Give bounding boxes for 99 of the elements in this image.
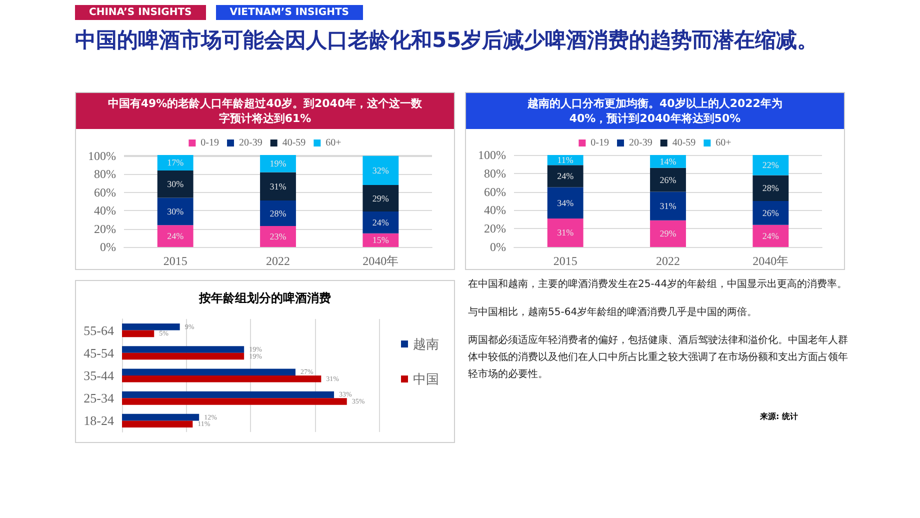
text: 中国的啤酒市场可能会因人口老龄化和55岁后减少啤酒消费的趋势而潜在缩减。 [75, 27, 820, 54]
bar [650, 168, 686, 192]
chart-title: 越南的人口分布更加均衡。40岁以上的人2022年为40%，预计到2040年将达到50% [466, 93, 844, 129]
bar [260, 226, 296, 247]
bar [122, 398, 347, 405]
data-label: 31% [270, 181, 287, 192]
bar [260, 200, 296, 226]
data-label: 30% [167, 179, 184, 190]
y-tick-label: 25-34 [84, 390, 114, 406]
x-tick-label: 2022 [266, 254, 290, 268]
bar [122, 420, 193, 428]
data-label: 14% [660, 156, 677, 166]
legend-label: 20-39 [239, 138, 262, 148]
bar [122, 346, 244, 353]
bar [547, 218, 584, 247]
x-tick-label: 2015 [163, 254, 188, 268]
x-tick-label: 2040年 [362, 254, 399, 268]
legend-label: 60+ [716, 138, 732, 148]
bar [752, 155, 789, 176]
bar [122, 330, 154, 338]
y-tick-label: 40% [94, 204, 116, 218]
bar [650, 155, 686, 168]
x-tick-label: 2015 [553, 254, 578, 268]
y-tick-label: 55-64 [84, 322, 114, 338]
legend-label: 20-39 [629, 138, 652, 148]
bar [650, 192, 686, 220]
text: 在中国和越南，主要的啤酒消费发生在25-44岁的年龄组，中国显示出更高的消费率。 [468, 278, 848, 292]
y-tick-label: 80% [484, 166, 506, 180]
data-label: 28% [762, 183, 780, 194]
bar [362, 211, 399, 234]
data-label: 30% [167, 206, 184, 216]
source-note: 来源: 统计 [759, 411, 798, 422]
y-tick-label: 80% [94, 167, 116, 182]
data-label: 15% [372, 235, 390, 246]
y-tick-label: 18-24 [84, 413, 114, 428]
y-tick-label: 20% [94, 222, 116, 236]
data-label: 23% [270, 232, 287, 242]
y-tick-label: 60% [94, 185, 116, 200]
bar [157, 170, 194, 198]
bar [752, 224, 789, 247]
bar [122, 391, 334, 398]
chart-title: 中国有49%的老龄人口年龄超过40岁。到2040年，这个这一数字预计将达到61% [76, 93, 454, 129]
y-tick-label: 45-54 [84, 345, 114, 360]
data-label: 32% [372, 165, 390, 176]
legend-label: 中国 [413, 372, 439, 386]
legend-label: 0-19 [200, 138, 220, 148]
bar [752, 175, 789, 201]
bar [157, 155, 194, 170]
data-label: 34% [557, 198, 574, 208]
data-label: 26% [762, 208, 780, 218]
data-label: 24% [372, 217, 390, 228]
x-tick-label: 2040年 [752, 254, 789, 268]
legend-label: 40-59 [282, 138, 306, 148]
bar [260, 155, 296, 172]
y-tick-label: 0% [490, 240, 506, 254]
legend-label: 60+ [326, 138, 342, 148]
bar [650, 220, 686, 247]
data-label: 24% [762, 230, 780, 241]
bar [362, 156, 399, 186]
text: 两国都必须适应年轻消费者的偏好，包括健康、酒后驾驶法律和溢价化。中国老年人群体中较低的消费以及他们在人口中所占比重之较大强调了在市场份额和支出方面占领年轻市场的必要性。 [468, 334, 848, 382]
bar [122, 376, 322, 382]
data-label: 24% [167, 231, 184, 242]
bar [122, 414, 200, 421]
bar [547, 165, 584, 188]
bar [122, 324, 180, 330]
data-label: 29% [372, 193, 390, 204]
legend-label: 40-59 [672, 138, 696, 148]
legend-label: 越南 [413, 336, 439, 352]
data-label: 17% [167, 158, 184, 168]
data-label: 29% [660, 228, 677, 239]
data-label: 26% [660, 174, 677, 185]
y-tick-label: 20% [484, 222, 506, 236]
text: VIETNAM’S INSIGHTS [216, 5, 363, 20]
data-label: 31% [557, 228, 574, 238]
bar [122, 368, 296, 376]
y-tick-label: 40% [484, 203, 506, 218]
y-tick-label: 100% [478, 148, 506, 162]
bar [260, 172, 296, 201]
y-tick-label: 60% [484, 184, 506, 199]
data-label: 22% [762, 160, 780, 170]
chart-title: 按年龄组划分的啤酒消费 [198, 291, 331, 305]
y-tick-label: 0% [100, 240, 116, 254]
text: CHINA’S INSIGHTS [75, 5, 206, 20]
text: 与中国相比，越南55-64岁年龄组的啤酒消费几乎是中国的两倍。 [468, 306, 758, 320]
y-tick-label: 100% [88, 148, 116, 163]
data-label: 31% [660, 201, 677, 212]
bar [157, 225, 194, 247]
bar [157, 198, 194, 226]
bar [752, 201, 789, 225]
data-label: 11% [557, 155, 574, 166]
bar [122, 352, 244, 360]
legend-label: 0-19 [590, 138, 610, 148]
data-label: 19% [270, 158, 287, 169]
bar [362, 185, 399, 212]
bar [547, 187, 584, 218]
data-label: 28% [270, 208, 287, 218]
y-tick-label: 35-44 [84, 368, 114, 383]
data-label: 24% [557, 171, 574, 182]
x-tick-label: 2022 [656, 254, 680, 268]
